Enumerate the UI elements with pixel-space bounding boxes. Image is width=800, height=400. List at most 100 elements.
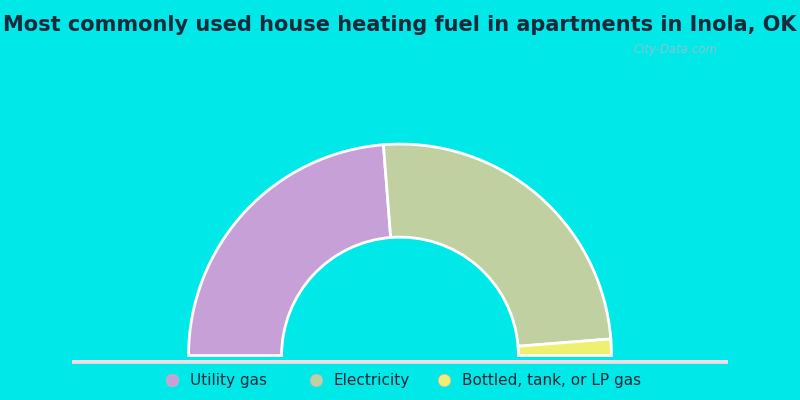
Wedge shape xyxy=(189,145,390,356)
Bar xyxy=(72,360,728,362)
Bar xyxy=(72,362,728,364)
Bar xyxy=(72,361,728,363)
Bar xyxy=(72,360,728,363)
Bar xyxy=(72,360,728,362)
Bar xyxy=(72,360,728,362)
Bar xyxy=(72,362,728,364)
Bar xyxy=(72,361,728,363)
Bar xyxy=(72,361,728,364)
Bar xyxy=(72,360,728,362)
Bar xyxy=(72,360,728,363)
Bar xyxy=(72,360,728,362)
Bar xyxy=(72,360,728,362)
Bar xyxy=(72,360,728,363)
Bar xyxy=(72,360,728,362)
Bar xyxy=(72,361,728,363)
Bar xyxy=(72,360,728,362)
Bar xyxy=(72,360,728,363)
Bar xyxy=(72,362,728,364)
Bar xyxy=(72,361,728,363)
Bar xyxy=(72,360,728,362)
Bar xyxy=(72,360,728,362)
Bar xyxy=(72,362,728,364)
Bar xyxy=(72,360,728,362)
Bar xyxy=(72,362,728,364)
Bar xyxy=(72,361,728,363)
Bar xyxy=(72,360,728,362)
Bar xyxy=(72,360,728,362)
Bar xyxy=(72,362,728,364)
Bar xyxy=(72,361,728,363)
Bar xyxy=(72,361,728,364)
Bar xyxy=(72,360,728,363)
Bar xyxy=(72,361,728,363)
Bar xyxy=(72,362,728,364)
Bar xyxy=(72,361,728,363)
Bar xyxy=(72,360,728,363)
Bar xyxy=(72,361,728,363)
Bar xyxy=(72,360,728,362)
Bar xyxy=(72,361,728,364)
Bar xyxy=(72,361,728,364)
Bar xyxy=(72,361,728,363)
Bar xyxy=(72,360,728,362)
Bar xyxy=(72,360,728,362)
Bar xyxy=(72,360,728,362)
Bar xyxy=(72,362,728,364)
Bar xyxy=(72,362,728,364)
Bar xyxy=(72,360,728,362)
Bar xyxy=(72,360,728,362)
Bar xyxy=(72,361,728,364)
Bar xyxy=(72,361,728,363)
Bar xyxy=(72,361,728,363)
Bar xyxy=(72,360,728,362)
Bar xyxy=(72,361,728,364)
Bar xyxy=(72,360,728,362)
Bar xyxy=(72,361,728,363)
Bar xyxy=(72,360,728,362)
Bar xyxy=(72,362,728,364)
Bar xyxy=(72,361,728,363)
Wedge shape xyxy=(518,339,611,356)
Bar xyxy=(72,360,728,363)
Bar xyxy=(72,360,728,362)
Bar xyxy=(72,361,728,363)
Bar xyxy=(72,360,728,363)
Bar xyxy=(72,361,728,364)
Bar xyxy=(72,360,728,362)
Bar xyxy=(72,362,728,364)
Bar xyxy=(72,360,728,362)
Text: Bottled, tank, or LP gas: Bottled, tank, or LP gas xyxy=(462,373,641,388)
Bar xyxy=(72,360,728,362)
Bar xyxy=(72,361,728,363)
Bar xyxy=(72,360,728,362)
Bar xyxy=(72,360,728,363)
Bar xyxy=(72,361,728,363)
Bar xyxy=(72,361,728,364)
Bar xyxy=(72,360,728,362)
Bar xyxy=(72,362,728,364)
Bar xyxy=(72,360,728,362)
Bar xyxy=(72,361,728,363)
Bar xyxy=(72,360,728,362)
Bar xyxy=(72,362,728,364)
Bar xyxy=(72,360,728,362)
Bar xyxy=(72,361,728,363)
Bar xyxy=(72,360,728,362)
Bar xyxy=(72,362,728,364)
Bar xyxy=(72,360,728,362)
Bar xyxy=(72,360,728,362)
Bar xyxy=(72,361,728,363)
Bar xyxy=(72,361,728,363)
Bar xyxy=(72,360,728,362)
Bar xyxy=(72,360,728,363)
Bar xyxy=(72,361,728,363)
Bar xyxy=(72,362,728,364)
Bar xyxy=(72,362,728,364)
Bar xyxy=(72,362,728,364)
Bar xyxy=(72,362,728,364)
Bar xyxy=(72,361,728,363)
Bar xyxy=(72,361,728,364)
Bar xyxy=(72,361,728,363)
Bar xyxy=(72,361,728,363)
